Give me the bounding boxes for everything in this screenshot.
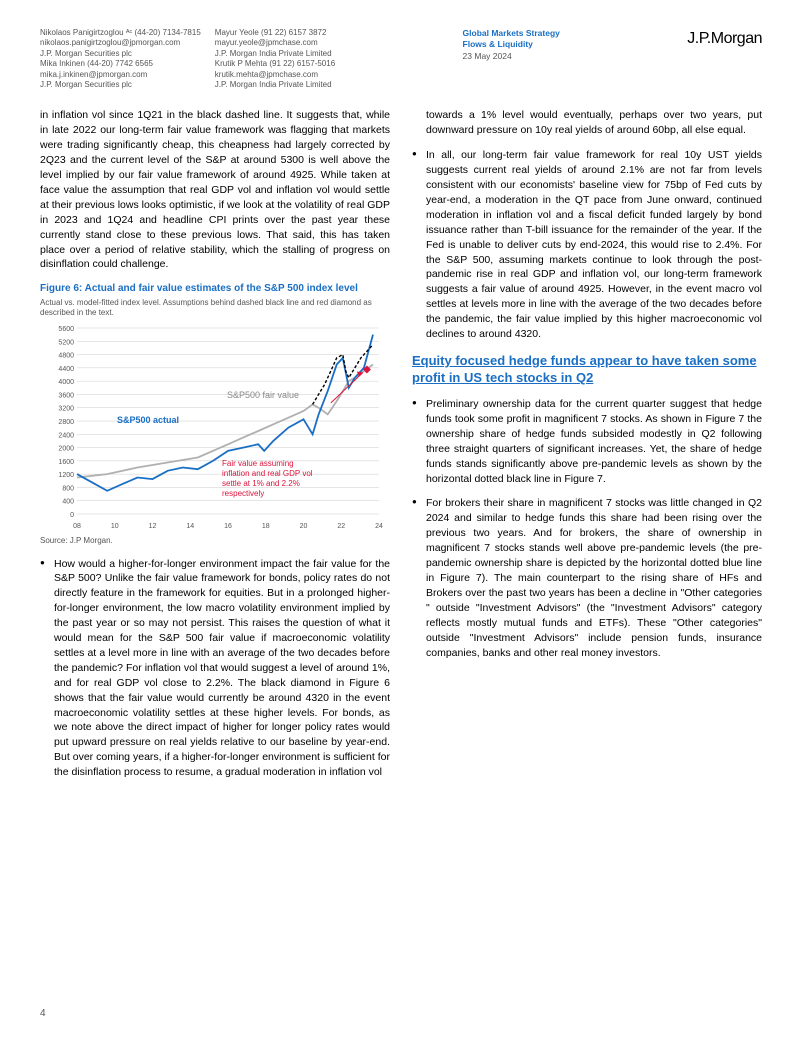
svg-text:4800: 4800	[58, 353, 74, 360]
author-line: nikolaos.panigirtzoglou@jpmorgan.com	[40, 38, 201, 48]
svg-text:2000: 2000	[58, 446, 74, 453]
author-line: Mika Inkinen (44-20) 7742 6565	[40, 59, 201, 69]
author-line: J.P. Morgan Securities plc	[40, 49, 201, 59]
svg-text:4400: 4400	[58, 366, 74, 373]
right-bullet-1: In all, our long-term fair value framewo…	[412, 148, 762, 342]
svg-text:1600: 1600	[58, 459, 74, 466]
left-para-1: in inflation vol since 1Q21 in the black…	[40, 108, 390, 272]
author-col-2: Mayur Yeole (91 22) 6157 3872 mayur.yeol…	[215, 28, 335, 90]
svg-text:24: 24	[375, 523, 383, 530]
svg-text:0: 0	[70, 512, 74, 519]
author-line: Mayur Yeole (91 22) 6157 3872	[215, 28, 335, 38]
svg-text:settle at 1% and 2.2%: settle at 1% and 2.2%	[222, 479, 300, 488]
svg-text:inflation and real GDP vol: inflation and real GDP vol	[222, 469, 313, 478]
author-line: J.P. Morgan Securities plc	[40, 80, 201, 90]
author-line: krutik.mehta@jpmchase.com	[215, 70, 335, 80]
page-header: Nikolaos Panigirtzoglou ᴬᶜ (44-20) 7134-…	[40, 28, 762, 90]
right-para-1: towards a 1% level would eventually, per…	[412, 108, 762, 138]
svg-text:18: 18	[262, 523, 270, 530]
svg-text:2400: 2400	[58, 433, 74, 440]
right-bullets-1: In all, our long-term fair value framewo…	[412, 148, 762, 342]
svg-text:Fair value assuming: Fair value assuming	[222, 459, 294, 468]
figure-6-title: Figure 6: Actual and fair value estimate…	[40, 282, 390, 296]
author-block: Nikolaos Panigirtzoglou ᴬᶜ (44-20) 7134-…	[40, 28, 335, 90]
author-line: Krutik P Mehta (91 22) 6157-5016	[215, 59, 335, 69]
svg-text:3200: 3200	[58, 406, 74, 413]
content-columns: in inflation vol since 1Q21 in the black…	[40, 108, 762, 790]
section-heading: Equity focused hedge funds appear to hav…	[412, 352, 762, 387]
author-line: mika.j.inkinen@jpmorgan.com	[40, 70, 201, 80]
svg-text:5200: 5200	[58, 340, 74, 347]
left-bullets: How would a higher-for-longer environmen…	[40, 557, 390, 781]
right-bullet-2: Preliminary ownership data for the curre…	[412, 397, 762, 486]
left-column: in inflation vol since 1Q21 in the black…	[40, 108, 390, 790]
svg-text:S&P500 actual: S&P500 actual	[117, 415, 179, 425]
svg-text:12: 12	[149, 523, 157, 530]
right-bullets-2: Preliminary ownership data for the curre…	[412, 397, 762, 660]
doc-meta-line3: 23 May 2024	[463, 51, 560, 62]
svg-text:respectively: respectively	[222, 489, 264, 498]
svg-text:16: 16	[224, 523, 232, 530]
author-line: mayur.yeole@jpmchase.com	[215, 38, 335, 48]
svg-text:3600: 3600	[58, 393, 74, 400]
svg-text:2800: 2800	[58, 419, 74, 426]
svg-text:08: 08	[73, 523, 81, 530]
right-column: towards a 1% level would eventually, per…	[412, 108, 762, 790]
svg-text:14: 14	[186, 523, 194, 530]
jpmorgan-logo: J.P.Morgan	[687, 28, 762, 90]
svg-text:10: 10	[111, 523, 119, 530]
author-col-1: Nikolaos Panigirtzoglou ᴬᶜ (44-20) 7134-…	[40, 28, 201, 90]
svg-text:S&P500 fair value: S&P500 fair value	[227, 390, 299, 400]
svg-text:800: 800	[62, 486, 74, 493]
author-line: J.P. Morgan India Private Limited	[215, 49, 335, 59]
doc-meta-line1: Global Markets Strategy	[463, 28, 560, 39]
figure-6-source: Source: J.P Morgan.	[40, 535, 390, 546]
left-bullet-1: How would a higher-for-longer environmen…	[40, 557, 390, 781]
svg-text:4000: 4000	[58, 379, 74, 386]
right-bullet-3: For brokers their share in magnificent 7…	[412, 496, 762, 660]
svg-text:5600: 5600	[58, 326, 74, 333]
svg-text:400: 400	[62, 499, 74, 506]
author-line: Nikolaos Panigirtzoglou ᴬᶜ (44-20) 7134-…	[40, 28, 201, 38]
author-line: J.P. Morgan India Private Limited	[215, 80, 335, 90]
page-number: 4	[40, 1007, 46, 1021]
svg-text:20: 20	[300, 523, 308, 530]
svg-text:1200: 1200	[58, 472, 74, 479]
figure-6-subtitle: Actual vs. model-fitted index level. Ass…	[40, 298, 390, 318]
figure-6-chart: 0 400 800 1200 1600 2000 2400 2800 3200 3600 4000 4…	[40, 322, 390, 532]
doc-meta: Global Markets Strategy Flows & Liquidit…	[463, 28, 560, 90]
doc-meta-line2: Flows & Liquidity	[463, 39, 560, 50]
svg-text:22: 22	[337, 523, 345, 530]
